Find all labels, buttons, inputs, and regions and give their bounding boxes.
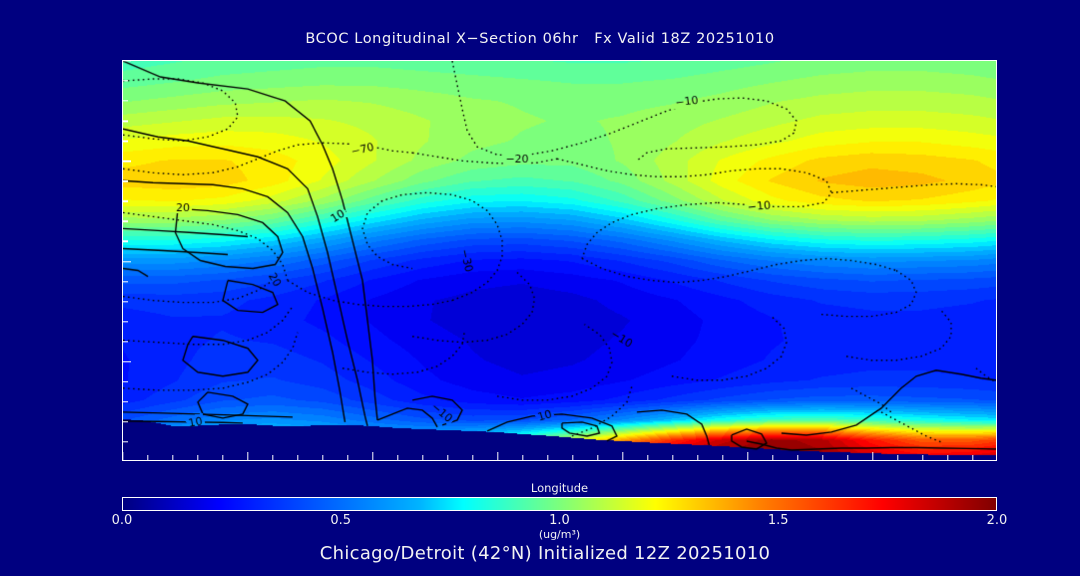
x-tick-mark <box>872 452 874 460</box>
x-tick-mark <box>722 455 724 460</box>
x-tick-label: −100 <box>480 460 516 461</box>
x-tick-mark <box>672 455 674 460</box>
x-tick-label: −110 <box>230 460 266 461</box>
x-tick-mark <box>123 452 124 460</box>
colorbar-ticks: 0.0 0.5 1.0 1.5 2.0 <box>112 511 1008 529</box>
x-tick-mark <box>197 455 199 460</box>
y-tick-label: 20 <box>122 60 123 69</box>
x-tick-mark <box>322 455 324 460</box>
y-tick-mark <box>123 160 131 162</box>
colorbar-gradient <box>123 498 996 510</box>
y-tick-label: 15 <box>122 154 123 169</box>
colorbar-tick-label: 1.5 <box>767 513 789 528</box>
x-tick-mark <box>597 455 599 460</box>
x-tick-mark <box>822 455 824 460</box>
y-tick-mark <box>123 320 128 323</box>
x-tick-mark <box>272 455 274 460</box>
x-axis-label: Longitude <box>530 481 589 495</box>
x-tick-label: −115 <box>122 460 141 461</box>
y-tick-mark <box>123 421 128 423</box>
y-tick-mark <box>123 200 128 203</box>
colorbar-tick-label: 0.5 <box>330 513 352 528</box>
x-tick-mark <box>622 452 624 460</box>
y-tick-mark <box>123 361 131 363</box>
x-tick-mark <box>797 455 799 460</box>
colorbar-tick-label: 1.0 <box>549 513 570 528</box>
x-tick-mark <box>547 455 549 460</box>
chart-title: BCOC Longitudinal X−Section 06hr Fx Vali… <box>305 31 775 47</box>
heatmap-canvas-wrapper <box>123 61 996 460</box>
x-tick-mark <box>572 455 574 460</box>
y-tick-mark <box>123 401 128 403</box>
x-tick-mark <box>772 455 774 460</box>
x-tick-mark <box>447 455 449 460</box>
x-tick-mark <box>522 455 524 460</box>
figure-caption-text: Chicago/Detroit (42°N) Initialized 12Z 2… <box>319 543 771 564</box>
x-tick-label: −105 <box>355 460 391 461</box>
y-tick-label: 10 <box>122 254 123 269</box>
x-tick-mark <box>172 455 174 460</box>
y-tick-mark <box>123 140 128 142</box>
x-tick-mark <box>972 455 974 460</box>
y-tick-mark <box>123 61 131 62</box>
y-tick-mark <box>123 100 128 102</box>
y-tick-mark <box>123 120 128 122</box>
x-tick-mark <box>847 455 849 460</box>
x-tick-mark <box>147 455 149 460</box>
y-tick-mark <box>123 80 128 82</box>
colorbar-units: (ug/m³) <box>538 528 581 541</box>
x-tick-mark <box>497 452 499 460</box>
x-tick-mark <box>397 455 399 460</box>
colorbar <box>122 497 997 511</box>
y-tick-mark <box>123 260 131 263</box>
x-tick-label: −85 <box>859 460 886 461</box>
y-tick-mark <box>123 280 128 283</box>
y-tick-mark <box>123 340 128 343</box>
x-tick-mark <box>372 452 374 460</box>
y-tick-mark <box>123 180 128 182</box>
x-tick-mark <box>347 455 349 460</box>
figure-caption: Chicago/Detroit (42°N) Initialized 12Z 2… <box>0 543 1080 564</box>
x-tick-label: −90 <box>734 460 761 461</box>
x-tick-mark <box>747 452 749 460</box>
x-tick-mark <box>222 455 224 460</box>
x-tick-mark <box>472 455 474 460</box>
contour-overlay <box>123 61 996 460</box>
x-tick-mark <box>422 455 424 460</box>
y-tick-mark <box>123 220 128 223</box>
colorbar-tick-label: 2.0 <box>986 513 1008 528</box>
y-tick-label: 5 <box>122 354 123 369</box>
y-tick-mark <box>123 381 128 383</box>
x-tick-mark <box>947 455 949 460</box>
y-tick-mark <box>123 240 128 243</box>
y-tick-mark <box>123 441 128 443</box>
x-tick-mark <box>897 455 899 460</box>
x-tick-label: −80 <box>984 460 997 461</box>
x-tick-label: −95 <box>609 460 636 461</box>
colorbar-tick-label: 0.0 <box>111 513 133 528</box>
x-tick-mark <box>297 455 299 460</box>
x-tick-mark <box>247 452 249 460</box>
plot-area: Altitude (km) 05101520 −115−110−105−100−… <box>122 60 997 461</box>
x-tick-mark <box>697 455 699 460</box>
x-tick-mark <box>922 455 924 460</box>
x-tick-mark <box>647 455 649 460</box>
y-tick-mark <box>123 300 128 303</box>
